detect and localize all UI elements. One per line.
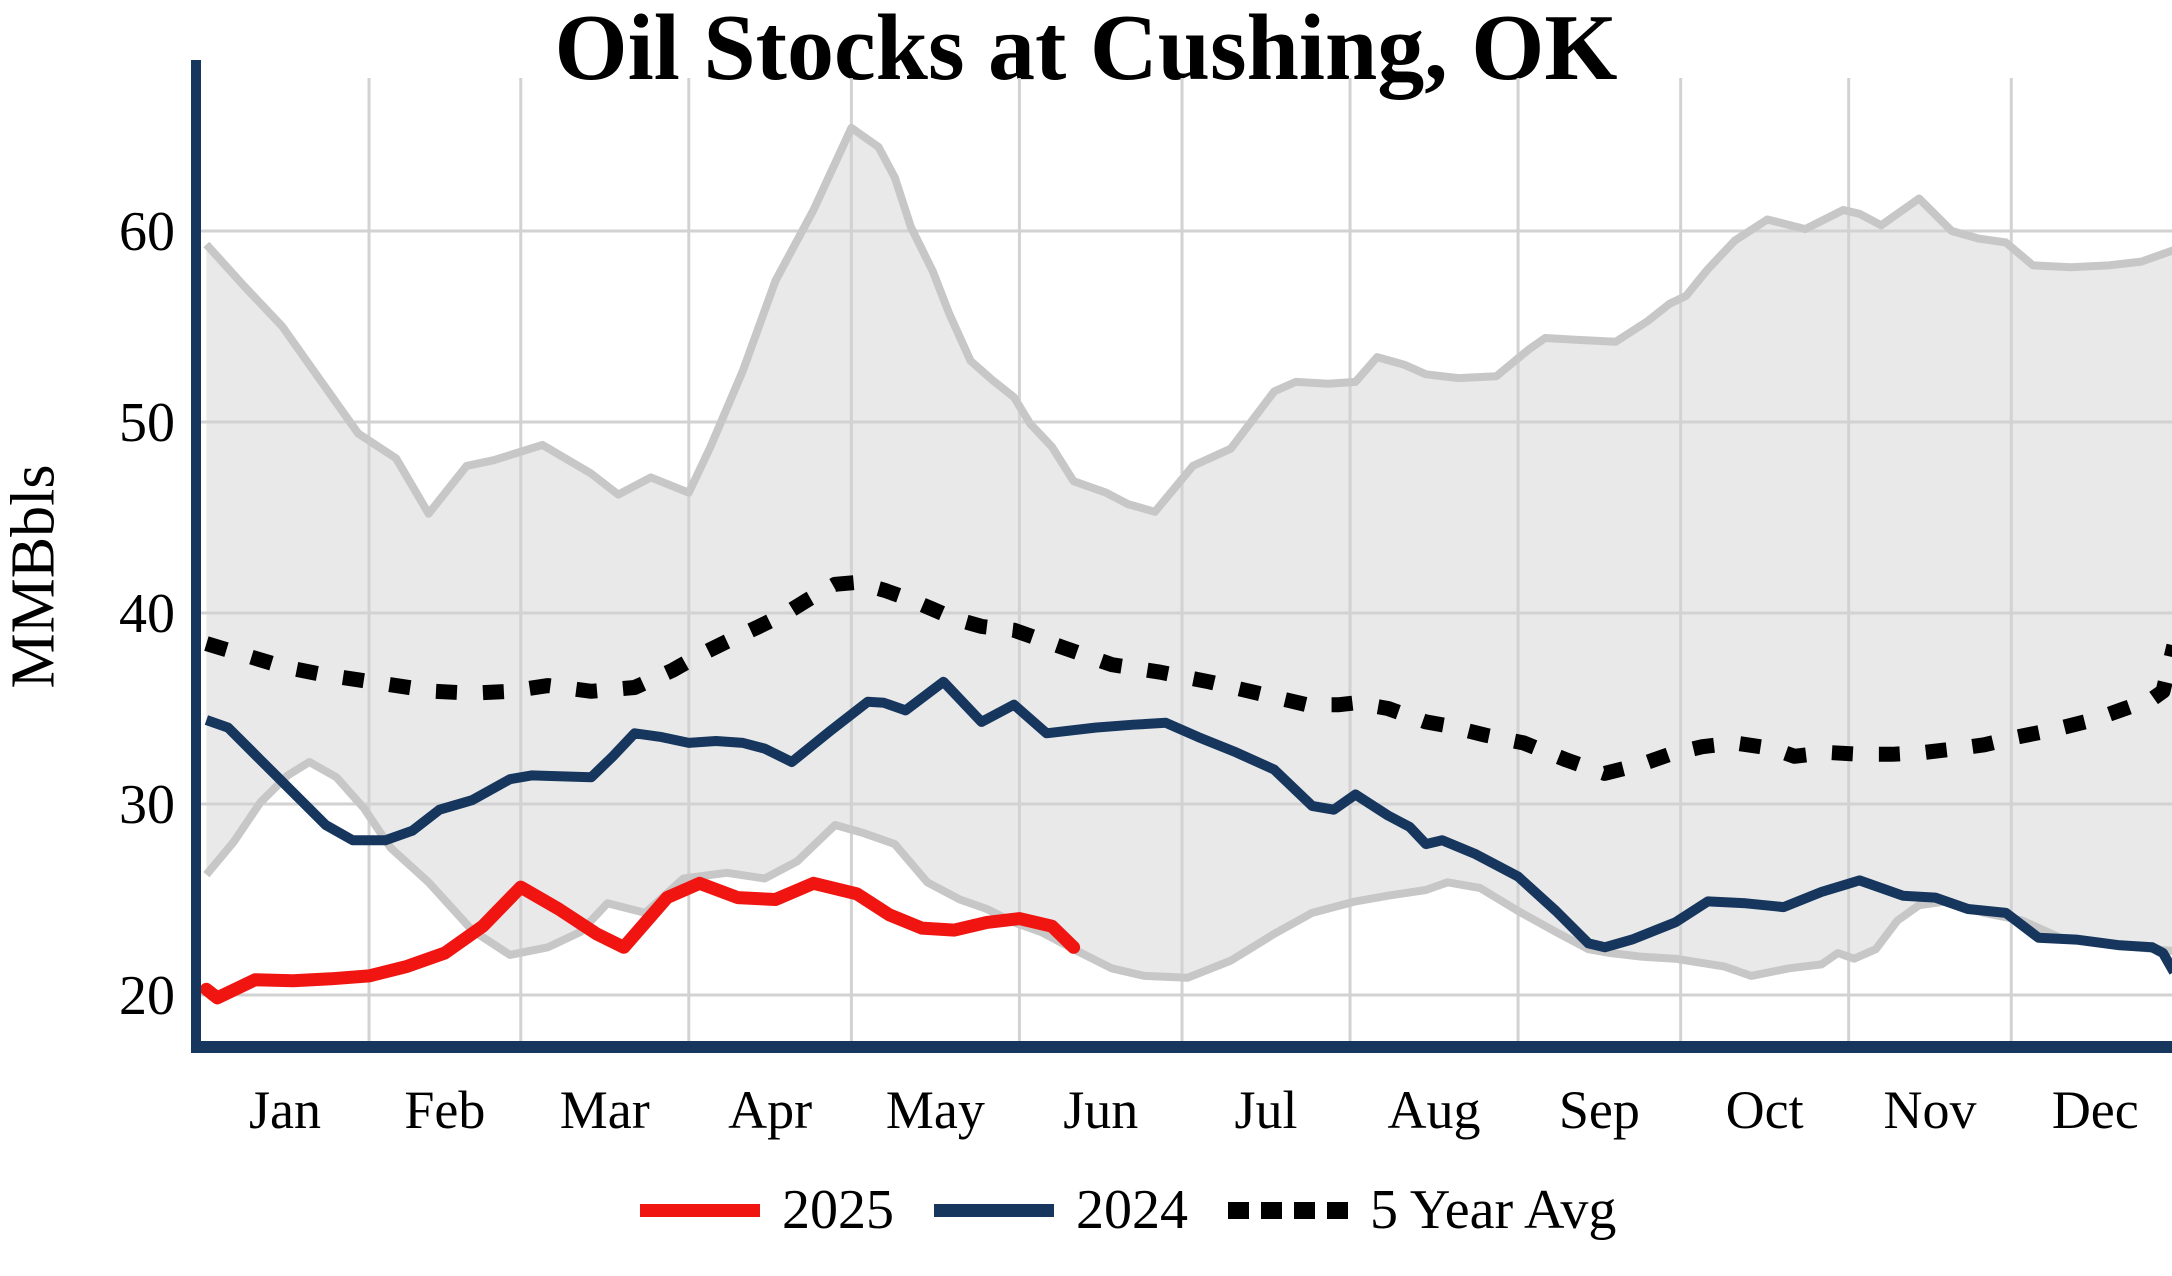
x-tick-label-Aug: Aug bbox=[1388, 1080, 1481, 1140]
x-tick-label-Feb: Feb bbox=[404, 1080, 485, 1140]
y-tick-label-40: 40 bbox=[119, 583, 175, 645]
band-lower-edge bbox=[203, 758, 2172, 982]
chart-title: Oil Stocks at Cushing, OK bbox=[554, 0, 1618, 100]
x-tick-label-Oct: Oct bbox=[1726, 1080, 1804, 1140]
y-tick-label-30: 30 bbox=[119, 774, 175, 836]
legend-line-2025-icon bbox=[640, 1203, 760, 1217]
legend-item-5yr-avg: 5 Year Avg bbox=[1228, 1178, 1616, 1242]
x-tick-label-Nov: Nov bbox=[1883, 1080, 1976, 1140]
five-year-avg-line bbox=[204, 574, 2172, 781]
legend-item-2024: 2024 bbox=[934, 1178, 1188, 1242]
x-tick-label-Jun: Jun bbox=[1063, 1080, 1138, 1140]
line-2025 bbox=[199, 876, 1081, 1005]
legend-item-2025: 2025 bbox=[640, 1178, 894, 1242]
x-tick-label-Mar: Mar bbox=[560, 1080, 650, 1140]
line-2024 bbox=[204, 676, 2172, 975]
x-tick-label-May: May bbox=[886, 1080, 985, 1140]
legend-dotted-line-icon bbox=[1228, 1201, 1348, 1219]
x-tick-label-Dec: Dec bbox=[2052, 1080, 2139, 1140]
y-tick-label-20: 20 bbox=[119, 965, 175, 1027]
five-year-range-band bbox=[206, 127, 2172, 978]
bottom-spine bbox=[191, 1041, 2172, 1053]
legend: 2025 2024 5 Year Avg bbox=[640, 1178, 1616, 1242]
y-tick-label-60: 60 bbox=[119, 201, 175, 263]
legend-line-2024-icon bbox=[934, 1203, 1054, 1217]
x-tick-label-Jul: Jul bbox=[1235, 1080, 1298, 1140]
legend-label-2024: 2024 bbox=[1076, 1179, 1188, 1241]
x-tick-label-Jan: Jan bbox=[249, 1080, 321, 1140]
band-upper-edge bbox=[203, 123, 2172, 518]
legend-label-5yr-avg: 5 Year Avg bbox=[1370, 1179, 1617, 1241]
legend-label-2025: 2025 bbox=[782, 1179, 894, 1241]
x-tick-label-Sep: Sep bbox=[1559, 1080, 1640, 1140]
y-tick-label-50: 50 bbox=[119, 392, 175, 454]
left-spine bbox=[191, 60, 201, 1053]
x-tick-label-Apr: Apr bbox=[728, 1080, 812, 1140]
